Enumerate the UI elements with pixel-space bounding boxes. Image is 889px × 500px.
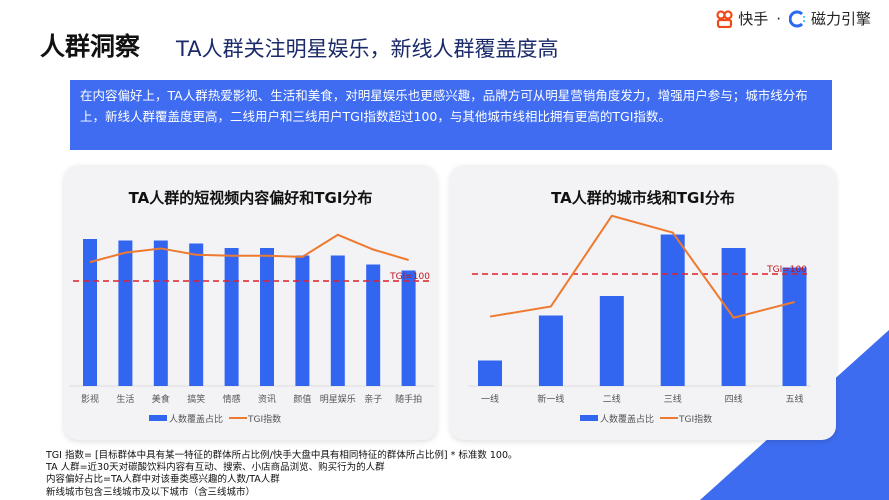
x-tick-label: 生活	[116, 393, 134, 405]
x-tick-label: 一线	[481, 393, 499, 405]
legend-bar-swatch	[149, 415, 167, 421]
tgi-reference-label: TGI=100	[766, 265, 807, 275]
legend-line-label: TGI指数	[678, 413, 712, 425]
footnote: 新线城市包含三线城市及以下城市（含三线城市）	[46, 486, 256, 498]
chart-title: TA人群的城市线和TGI分布	[551, 189, 735, 207]
summary-banner: 在内容偏好上，TA人群热爱影视、生活和美食，对明星娱乐也更感兴趣，品牌方可从明星…	[70, 80, 832, 150]
bar-影视	[83, 239, 97, 386]
x-tick-label: 搞笑	[187, 393, 205, 405]
x-tick-label: 亲子	[364, 393, 382, 405]
x-tick-label: 资讯	[258, 394, 276, 405]
x-tick-label: 四线	[725, 393, 743, 405]
legend-line-label: TGI指数	[247, 413, 281, 425]
bar-五线	[782, 267, 807, 386]
footnote: 内容偏好占比=TA人群中对该垂类感兴趣的人数/TA人群	[46, 474, 280, 486]
page-title: 人群洞察	[40, 32, 141, 61]
x-tick-label: 五线	[785, 393, 803, 405]
legend-bar-label: 人数覆盖占比	[169, 413, 223, 425]
tgi-line	[89, 233, 409, 264]
bar-三线	[660, 234, 685, 386]
bar-亲子	[366, 264, 381, 386]
bar-搞笑	[189, 243, 204, 386]
x-tick-label: 随手拍	[395, 393, 422, 405]
bar-颜值	[295, 255, 310, 386]
bar-新一线	[538, 315, 563, 386]
bar-美食	[153, 240, 168, 386]
bar-生活	[118, 240, 133, 386]
chart-title: TA人群的短视频内容偏好和TGI分布	[128, 189, 373, 207]
bar-一线	[478, 360, 502, 386]
bar-明星娱乐	[330, 255, 345, 386]
x-tick-label: 影视	[81, 393, 99, 405]
brand-logos: 快手 · 磁力引擎	[716, 8, 871, 29]
bar-情感	[224, 248, 239, 386]
tgi-line	[489, 214, 795, 319]
x-tick-label: 情感	[223, 393, 241, 405]
footnotes: TGI 指数= [目标群体中具有某一特征的群体所占比例/快手大盘中具有相同特征的…	[46, 450, 518, 499]
x-tick-label: 新一线	[537, 393, 564, 405]
x-tick-label: 二线	[603, 393, 621, 405]
bar-二线	[599, 296, 624, 386]
bar-随手拍	[401, 270, 416, 386]
kuaishou-logo-icon	[716, 9, 733, 28]
x-tick-label: 颜值	[293, 393, 311, 405]
kuaishou-label: 快手	[738, 10, 769, 28]
footnote: TA 人群=近30天对碳酸饮料内容有互动、搜索、小店商品浏览、购买行为的人群	[46, 462, 385, 474]
legend-bar-label: 人数覆盖占比	[600, 413, 654, 425]
content-preference-chart-card: TA人群的短视频内容偏好和TGI分布 影视 生活 美食 搞笑 情感 资讯 颜值 明星娱乐 亲子 随…	[64, 165, 437, 440]
legend-bar-swatch	[580, 415, 598, 421]
x-tick-label: 三线	[664, 393, 682, 405]
content-preference-chart: 影视 生活 美食 搞笑 情感 资讯 颜值 明星娱乐 亲子 随手拍 TGI=100 人数覆盖占比 TGI指…	[69, 233, 434, 425]
logo-separator: ·	[776, 9, 781, 28]
city-tier-chart: 一线 新一线 二线 三线 四线 五线 TGI=100 人数覆盖占比 TGI指数	[468, 214, 811, 425]
tgi-reference-label: TGI=100	[389, 272, 430, 282]
cili-engine-logo-icon	[788, 10, 805, 27]
page-subtitle: TA人群关注明星娱乐，新线人群覆盖度高	[176, 37, 559, 61]
footnote: TGI 指数= [目标群体中具有某一特征的群体所占比例/快手大盘中具有相同特征的…	[46, 450, 518, 461]
bar-资讯	[260, 248, 274, 386]
x-tick-label: 明星娱乐	[320, 393, 356, 405]
cili-engine-label: 磁力引擎	[810, 10, 871, 28]
x-tick-label: 美食	[152, 393, 170, 405]
city-tier-chart-card: TA人群的城市线和TGI分布 一线 新一线 二线 三线 四线 五线 TGI=100 人数覆盖占…	[450, 165, 836, 440]
